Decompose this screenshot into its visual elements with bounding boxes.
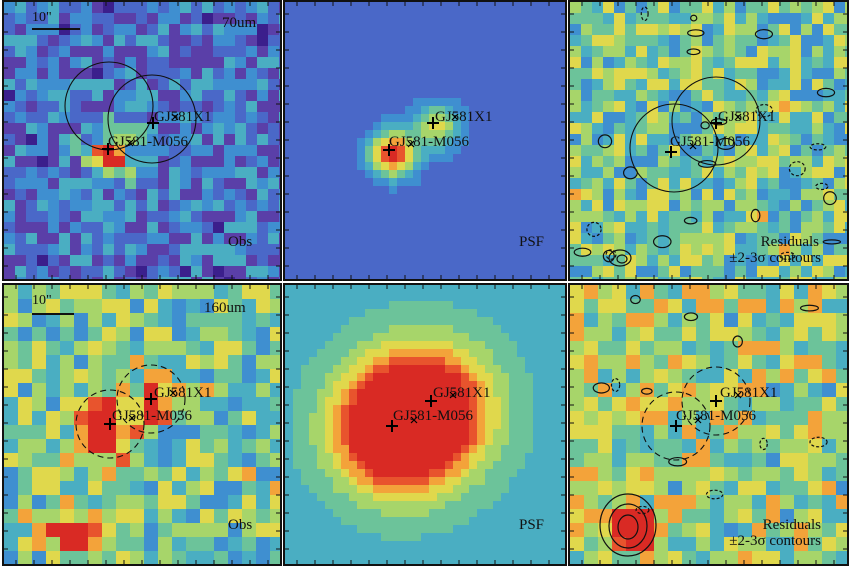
source-markers bbox=[386, 395, 437, 432]
panel-psf-70um: GJ581X1 GJ581-M056 PSF bbox=[283, 0, 567, 281]
pixel-map bbox=[285, 2, 565, 279]
source-label-x1: GJ581X1 bbox=[433, 385, 491, 401]
source-x-markers bbox=[128, 389, 177, 422]
corner-label: Obs bbox=[228, 234, 253, 250]
image-psf-160um bbox=[285, 285, 565, 564]
corner-label: PSF bbox=[519, 517, 545, 533]
corner-label: Obs bbox=[228, 517, 253, 533]
panel-obs-70um: 10" 70um GJ581X1 GJ581-M056 Obs bbox=[2, 0, 282, 281]
source-label-x1: GJ581X1 bbox=[154, 109, 212, 125]
image-psf-70um bbox=[285, 2, 565, 279]
border-ticks bbox=[570, 285, 847, 564]
panel-residuals-70um: GJ581X1 GJ581-M056 Residuals ±2-3σ conto… bbox=[568, 0, 849, 281]
image-obs-160um bbox=[4, 285, 280, 564]
source-x-markers bbox=[689, 113, 742, 150]
border-ticks bbox=[4, 2, 280, 279]
source-label-m056: GJ581-M056 bbox=[389, 134, 470, 150]
source-label-m056: GJ581-M056 bbox=[670, 134, 751, 150]
source-markers bbox=[102, 117, 159, 155]
border-ticks bbox=[4, 285, 280, 564]
pixel-map bbox=[4, 285, 280, 564]
source-label-m056: GJ581-M056 bbox=[676, 408, 757, 424]
source-x-markers bbox=[410, 391, 457, 424]
panel-obs-160um: 10" 160um GJ581X1 GJ581-M056 Obs bbox=[2, 283, 282, 566]
source-x-markers bbox=[694, 391, 742, 424]
pixel-map bbox=[570, 2, 847, 279]
scale-bar-label: 10" bbox=[32, 10, 52, 25]
source-label-x1: GJ581X1 bbox=[718, 109, 776, 125]
scale-bar bbox=[32, 313, 74, 315]
corner-label: PSF bbox=[519, 234, 545, 250]
source-markers bbox=[383, 117, 439, 156]
source-markers bbox=[104, 393, 157, 430]
source-label-m056: GJ581-M056 bbox=[108, 134, 189, 150]
source-markers bbox=[665, 117, 722, 158]
source-x-markers bbox=[407, 113, 459, 148]
source-label-m056: GJ581-M056 bbox=[393, 408, 474, 424]
image-residuals-160um bbox=[570, 285, 847, 564]
residual-contours bbox=[592, 294, 828, 557]
aperture-circles bbox=[629, 76, 761, 193]
band-label: 70um bbox=[222, 15, 257, 31]
band-label: 160um bbox=[204, 300, 246, 316]
corner-label: Residuals bbox=[762, 517, 821, 533]
aperture-circles bbox=[641, 366, 751, 461]
corner-label: Residuals bbox=[760, 234, 819, 250]
source-label-x1: GJ581X1 bbox=[154, 385, 212, 401]
source-markers bbox=[670, 395, 722, 432]
source-label-x1: GJ581X1 bbox=[720, 385, 778, 401]
panel-psf-160um: GJ581X1 GJ581-M056 PSF bbox=[283, 283, 567, 566]
panel-residuals-160um: GJ581X1 GJ581-M056 Residuals ±2-3σ conto… bbox=[568, 283, 849, 566]
source-label-x1: GJ581X1 bbox=[435, 109, 493, 125]
border-ticks bbox=[570, 2, 847, 279]
border-ticks bbox=[285, 2, 565, 279]
aperture-circles bbox=[75, 364, 186, 459]
image-residuals-70um bbox=[570, 2, 847, 279]
border-ticks bbox=[285, 285, 565, 564]
image-obs-70um bbox=[4, 2, 280, 279]
scale-bar-label: 10" bbox=[32, 293, 52, 308]
corner-label-contours: ±2-3σ contours bbox=[729, 250, 821, 266]
source-x-markers bbox=[126, 113, 179, 147]
pixel-map bbox=[4, 2, 280, 279]
scale-bar bbox=[32, 28, 80, 30]
source-label-m056: GJ581-M056 bbox=[112, 408, 193, 424]
residual-contours bbox=[573, 6, 842, 267]
corner-label-contours: ±2-3σ contours bbox=[729, 533, 821, 549]
